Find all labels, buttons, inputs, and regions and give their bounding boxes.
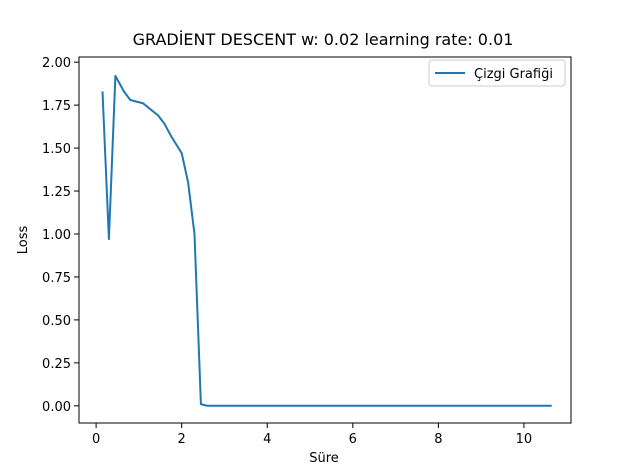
x-tick-label: 2 [178, 432, 186, 447]
x-axis-label: Süre [309, 451, 339, 466]
legend: Çizgi Grafiği [428, 59, 566, 87]
y-tick-label: 1.25 [42, 185, 71, 200]
y-tick-label: 1.50 [42, 142, 71, 157]
axes-frame [78, 56, 572, 424]
x-tick-label: 6 [349, 432, 357, 447]
series-line-cizgi-grafigi [101, 74, 552, 407]
x-tick-label: 4 [263, 432, 271, 447]
y-tick-label: 0.00 [42, 400, 71, 415]
legend-box [428, 59, 566, 87]
y-tick-label: 1.75 [42, 99, 71, 114]
y-tick-label: 0.50 [42, 314, 71, 329]
y-tick-label: 0.75 [42, 271, 71, 286]
legend-label: Çizgi Grafiği [474, 67, 553, 82]
y-tick-label: 2.00 [42, 56, 71, 71]
x-tick-label: 0 [92, 432, 100, 447]
y-axis-ticks: 0.00 0.25 0.50 0.75 1.00 1.25 1.50 1.75 2.00 [42, 56, 79, 415]
chart-title: GRADİENT DESCENT w: 0.02 learning rate: … [133, 30, 514, 49]
plot-area: 0 2 4 6 8 10 0.00 0.25 0.50 0.75 1.00 1.25 1.50 1.75… [42, 56, 572, 447]
x-tick-label: 8 [434, 432, 442, 447]
y-tick-label: 0.25 [42, 357, 71, 372]
y-tick-label: 1.00 [42, 228, 71, 243]
x-axis-ticks: 0 2 4 6 8 10 [92, 423, 532, 447]
y-axis-label: Loss [16, 226, 31, 255]
x-tick-label: 10 [516, 432, 533, 447]
